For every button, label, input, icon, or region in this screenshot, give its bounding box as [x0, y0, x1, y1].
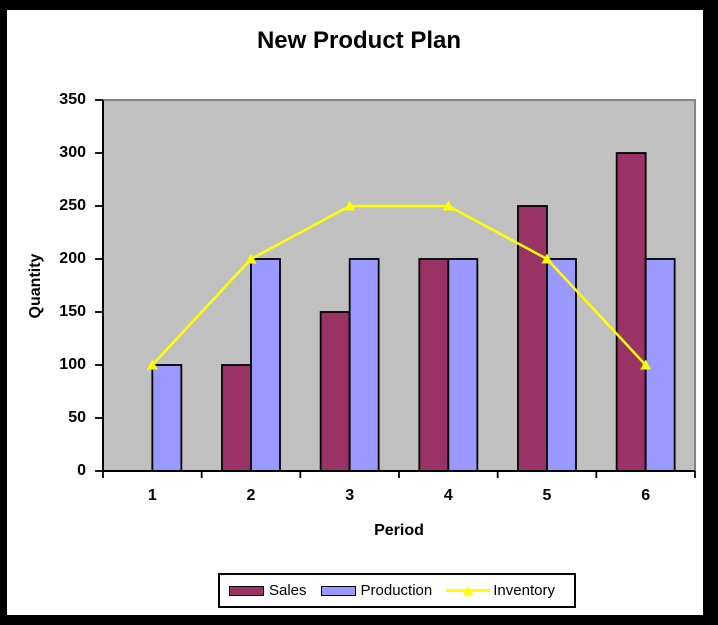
- y-tick-label-250: 250: [59, 197, 86, 214]
- legend-label-sales: Sales: [269, 582, 307, 599]
- y-tick-label-100: 100: [59, 356, 86, 373]
- bar-production-period-6: [644, 258, 676, 472]
- y-tick-label-350: 350: [59, 91, 86, 108]
- bar-production-period-1: [151, 364, 183, 472]
- sales-swatch-icon: [229, 585, 264, 596]
- inventory-line-marker-icon: [446, 585, 491, 596]
- bar-production-period-2: [250, 258, 281, 472]
- bar-sales-period-6: [615, 152, 647, 472]
- x-tick-label-6: 6: [641, 487, 651, 504]
- legend-label-inventory: Inventory: [493, 582, 555, 599]
- y-tick-label-0: 0: [77, 462, 86, 479]
- x-tick-label-1: 1: [147, 487, 157, 504]
- inventory-triangle-icon: [463, 585, 474, 595]
- legend-label-production: Production: [360, 582, 433, 599]
- y-tick-label-200: 200: [59, 250, 86, 267]
- marker-inventory-period-3: [344, 200, 356, 211]
- y-tick-label-50: 50: [68, 409, 86, 426]
- y-tick-label-300: 300: [59, 144, 86, 161]
- marker-inventory-period-2: [245, 253, 257, 264]
- legend: Sales Production Inventory: [218, 573, 576, 608]
- production-swatch-icon: [320, 585, 356, 596]
- legend-item-sales: Sales: [229, 582, 307, 599]
- bar-production-period-3: [348, 258, 380, 472]
- bar-sales-period-4: [418, 258, 450, 472]
- chart-title: New Product Plan: [256, 27, 462, 54]
- line-inventory: [151, 204, 647, 366]
- bar-sales-period-3: [319, 311, 351, 472]
- marker-inventory-period-1: [146, 359, 158, 370]
- bar-production-period-4: [447, 258, 479, 472]
- marker-inventory-period-6: [640, 359, 652, 370]
- x-tick-label-4: 4: [443, 487, 453, 504]
- marker-inventory-period-4: [442, 200, 454, 211]
- plot-background: [102, 99, 696, 472]
- x-tick-label-2: 2: [246, 487, 256, 504]
- y-tick-label-150: 150: [59, 303, 86, 320]
- bar-production-period-5: [546, 258, 577, 472]
- x-axis-title: Period: [374, 522, 424, 539]
- x-tick-label-3: 3: [345, 487, 355, 504]
- legend-item-inventory: Inventory: [446, 582, 555, 599]
- x-tick-label-5: 5: [542, 487, 552, 504]
- marker-inventory-period-5: [541, 253, 553, 264]
- bar-sales-period-2: [221, 364, 252, 472]
- legend-item-production: Production: [320, 582, 433, 599]
